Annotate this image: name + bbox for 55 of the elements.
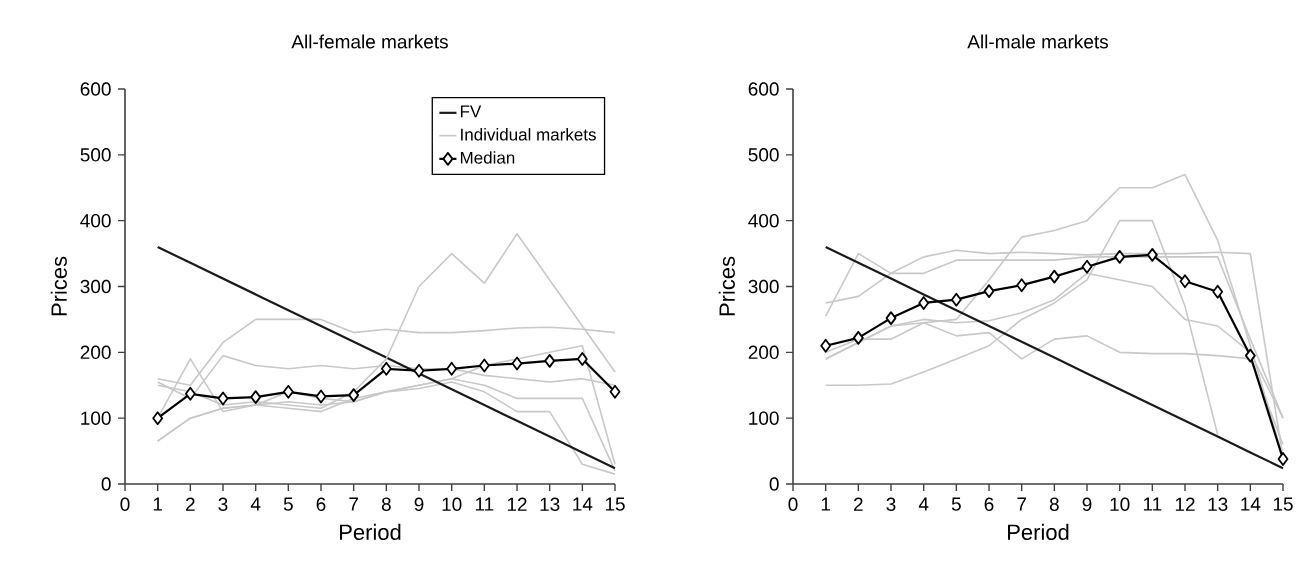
y-tick-label: 0 xyxy=(769,477,779,491)
y-tick-label: 100 xyxy=(81,411,111,425)
x-tick-label: 0 xyxy=(788,497,798,511)
y-tick-label: 400 xyxy=(80,213,111,228)
x-tick-label: 9 xyxy=(1082,497,1092,511)
x-tick-label: 10 xyxy=(442,497,462,511)
y-tick-label: 0 xyxy=(101,477,111,491)
x-tick-label: 7 xyxy=(349,497,358,511)
x-tick-label: 12 xyxy=(507,497,527,511)
x-tick-label: 6 xyxy=(316,497,326,511)
x-tick-label: 3 xyxy=(886,497,896,511)
legend-label: FV xyxy=(460,105,482,118)
x-tick-label: 11 xyxy=(475,497,494,511)
x-tick-label: 4 xyxy=(250,497,261,511)
x-tick-label: 10 xyxy=(1110,497,1130,511)
x-tick-label: 8 xyxy=(381,497,391,511)
y-axis-title: Prices xyxy=(718,256,735,316)
y-tick-label: 600 xyxy=(80,82,111,96)
y-tick-label: 300 xyxy=(80,279,111,294)
y-tick-label: 500 xyxy=(748,148,779,162)
x-tick-label: 12 xyxy=(1175,497,1195,511)
y-tick-label: 400 xyxy=(748,213,779,228)
x-tick-label: 4 xyxy=(918,497,929,511)
x-tick-label: 0 xyxy=(120,497,130,511)
y-tick-label: 500 xyxy=(80,148,111,162)
y-tick-label: 300 xyxy=(748,279,779,294)
x-tick-label: 11 xyxy=(1143,497,1162,511)
x-tick-label: 8 xyxy=(1049,497,1059,511)
x-tick-label: 5 xyxy=(951,497,961,511)
x-tick-label: 13 xyxy=(540,497,560,511)
x-tick-label: 13 xyxy=(1208,497,1228,511)
y-tick-label: 100 xyxy=(749,411,779,425)
x-tick-label: 2 xyxy=(186,497,195,511)
y-tick-label: 200 xyxy=(80,345,111,360)
x-tick-label: 1 xyxy=(153,497,163,511)
x-tick-label: 14 xyxy=(1241,497,1261,511)
x-tick-label: 2 xyxy=(854,497,863,511)
y-axis-title: Prices xyxy=(50,256,67,316)
legend-label: Individual markets xyxy=(461,128,596,141)
x-tick-label: 6 xyxy=(984,497,994,511)
x-axis-title: Period xyxy=(1008,523,1069,541)
x-tick-label: 15 xyxy=(605,497,625,511)
x-tick-label: 14 xyxy=(573,497,593,511)
y-tick-label: 200 xyxy=(748,345,779,360)
x-tick-label: 15 xyxy=(1273,497,1293,511)
y-tick-label: 600 xyxy=(748,82,779,96)
chart-title: All-male markets xyxy=(967,34,1109,49)
chart-title: All-female markets xyxy=(291,34,448,49)
x-tick-label: 3 xyxy=(218,497,228,511)
x-tick-label: 5 xyxy=(283,497,293,511)
x-tick-label: 9 xyxy=(414,497,424,511)
legend-label: Median xyxy=(460,151,515,164)
x-tick-label: 7 xyxy=(1017,497,1027,511)
x-tick-label: 1 xyxy=(821,497,831,511)
x-axis-title: Period xyxy=(340,523,401,541)
